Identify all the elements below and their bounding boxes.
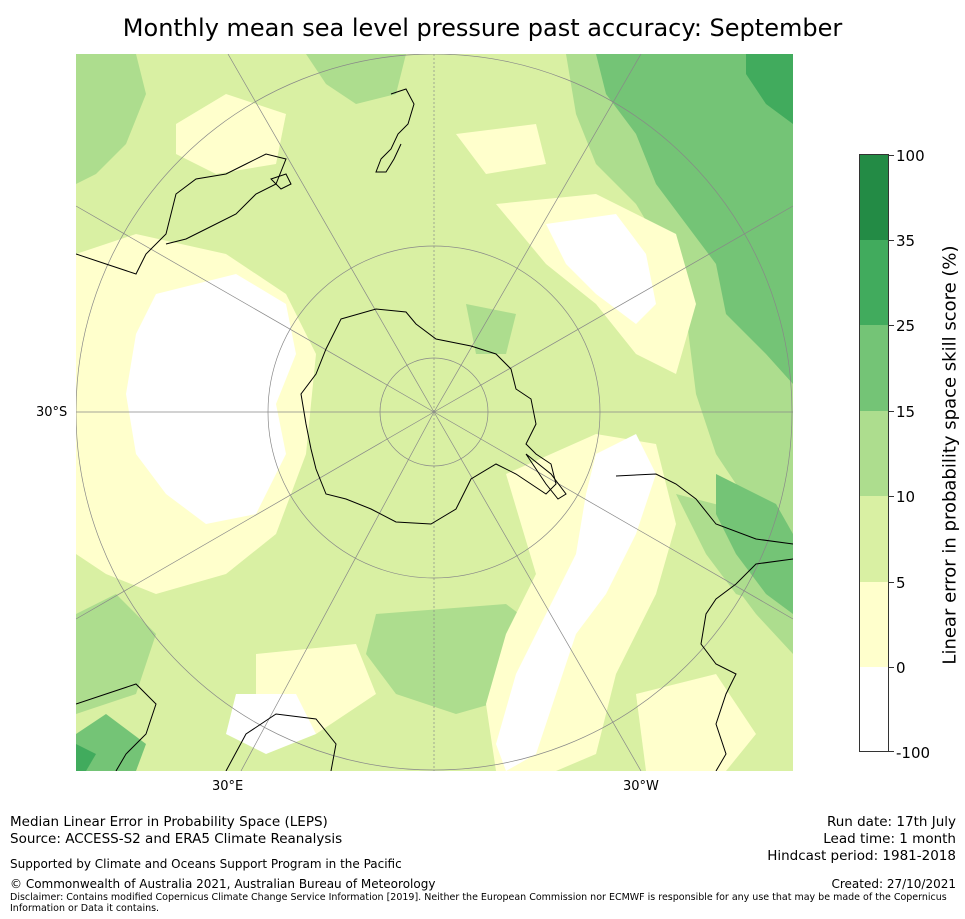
footer-disclaimer: Disclaimer: Contains modified Copernicus…	[10, 892, 950, 914]
colorbar-tickmark	[889, 240, 894, 241]
colorbar-tick: 25	[896, 317, 916, 335]
colorbar	[859, 154, 889, 752]
australia-coast	[76, 153, 287, 275]
colorbar-tickmark	[889, 582, 894, 583]
footer-source-line: Source: ACCESS-S2 and ERA5 Climate Reana…	[10, 831, 343, 847]
coastlines	[76, 88, 793, 771]
south-america-coast	[615, 473, 793, 771]
map-title: Monthly mean sea level pressure past acc…	[122, 14, 843, 42]
colorbar-bin-25-35	[860, 240, 888, 325]
lead-time: Lead time: 1 month	[823, 831, 956, 847]
footer-right: Run date: 17th July Lead time: 1 month H…	[767, 814, 956, 865]
latitude-label: 30°S	[36, 405, 68, 420]
run-date: Run date: 17th July	[826, 814, 956, 830]
footer-supported: Supported by Climate and Oceans Support …	[10, 857, 402, 871]
colorbar-tickmark	[889, 325, 894, 326]
band-25-35	[76, 54, 793, 771]
colorbar-tick: 10	[896, 488, 916, 506]
new-zealand-coast	[375, 88, 415, 173]
hindcast-period: Hindcast period: 1981-2018	[767, 848, 956, 864]
colorbar-tick: 100	[896, 147, 925, 165]
colorbar-tick: -100	[896, 744, 931, 762]
antarctica-coast	[300, 308, 557, 525]
colorbar-tickmark	[889, 751, 894, 752]
colorbar-tickmark	[889, 411, 894, 412]
colorbar-bin-35-100	[860, 155, 888, 240]
colorbar-tickmark	[889, 496, 894, 497]
colorbar-bin-10-15	[860, 411, 888, 496]
colorbar-tick: 5	[896, 574, 906, 592]
colorbar-tick: 35	[896, 232, 916, 250]
longitude-label-west: 30°W	[623, 779, 659, 794]
colorbar-tickmark	[889, 155, 894, 156]
colorbar-tick: 0	[896, 659, 906, 677]
footer-left: Median Linear Error in Probability Space…	[10, 814, 342, 848]
footer-copyright: © Commonwealth of Australia 2021, Austra…	[10, 877, 436, 891]
longitude-label-east: 30°E	[212, 779, 244, 794]
colorbar-label: Linear error in probability space skill …	[939, 245, 961, 665]
colorbar-tickmark	[889, 667, 894, 668]
colorbar-bin-5-10	[860, 496, 888, 582]
created-date: Created: 27/10/2021	[831, 877, 956, 891]
colorbar-bin-15-25	[860, 325, 888, 411]
africa-coast	[76, 683, 337, 771]
band-negative	[126, 214, 656, 771]
colorbar-tick: 15	[896, 403, 916, 421]
antarctic-peninsula-coast	[525, 453, 567, 500]
polar-map	[76, 54, 793, 771]
tasmania-coast	[270, 173, 292, 190]
disclaimer-line-2: Information or Data it contains.	[10, 903, 160, 914]
graticule	[76, 54, 793, 771]
colorbar-bin-0-5	[860, 582, 888, 667]
skill-score-map	[76, 54, 793, 771]
disclaimer-line-1: Disclaimer: Contains modified Copernicus…	[10, 892, 947, 903]
colorbar-bin-neg100-0	[860, 667, 888, 751]
footer-leps-line: Median Linear Error in Probability Space…	[10, 814, 328, 830]
